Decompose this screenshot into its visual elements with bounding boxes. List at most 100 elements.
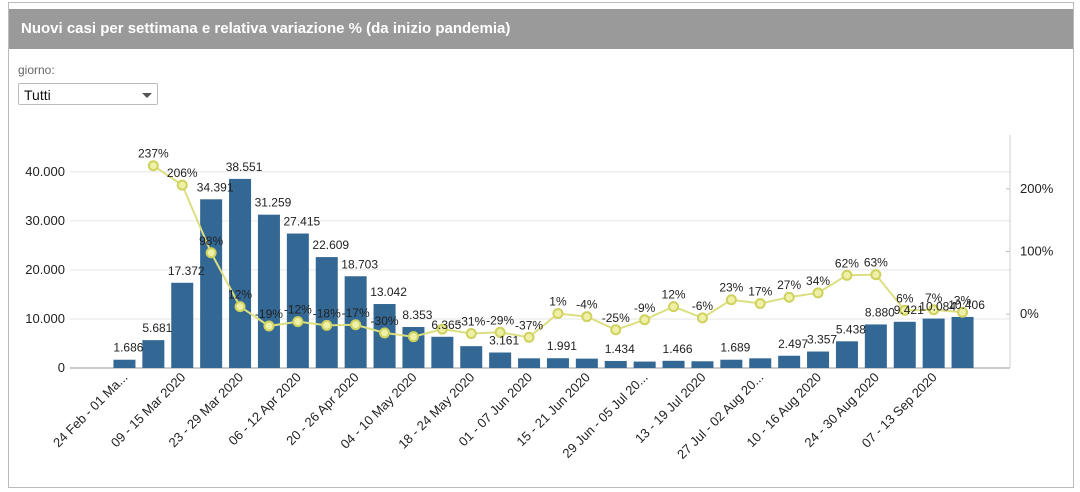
data-label: 98%	[199, 234, 223, 248]
bar	[691, 361, 714, 368]
bar	[518, 358, 541, 368]
data-label: -31%	[457, 315, 485, 329]
bar	[460, 346, 483, 368]
line-point	[899, 304, 911, 316]
data-label: 27.415	[283, 215, 320, 229]
data-label: 8.353	[402, 308, 432, 322]
bar	[575, 358, 598, 368]
line-point	[783, 291, 795, 303]
data-label: 10.084	[919, 300, 956, 314]
data-label: -12%	[284, 303, 312, 317]
line-point	[841, 269, 853, 281]
data-label: 13.042	[370, 285, 407, 299]
data-label: 22.609	[312, 238, 349, 252]
data-label: 1.689	[720, 341, 750, 355]
data-label: 23%	[719, 281, 743, 295]
bar	[749, 358, 772, 368]
bar	[402, 327, 425, 368]
filter-label: giorno:	[18, 63, 55, 77]
line-point	[407, 331, 419, 343]
line-point	[350, 319, 362, 331]
line-point	[668, 301, 680, 313]
line-point	[725, 294, 737, 306]
line-point	[234, 301, 246, 313]
data-label: 5.438	[836, 322, 866, 336]
y-tick-label: 30.000	[25, 213, 65, 228]
line-point	[523, 331, 535, 343]
y-tick-label: 20.000	[25, 262, 65, 277]
y2-tick-label: 100%	[1020, 244, 1054, 259]
bar	[315, 257, 338, 368]
line-point	[581, 311, 593, 323]
data-label: 9.421	[894, 303, 924, 317]
line-point	[465, 328, 477, 340]
y2-tick-label: 0%	[1020, 306, 1039, 321]
data-label: 1.434	[605, 342, 635, 356]
data-label: 10.406	[948, 298, 985, 312]
line-point	[379, 327, 391, 339]
bar	[604, 360, 627, 368]
dropdown-caret	[142, 93, 152, 98]
data-label: 5.681	[142, 321, 172, 335]
bar	[633, 361, 656, 368]
y2-tick-label: 200%	[1020, 181, 1054, 196]
line-point	[696, 312, 708, 324]
bar	[951, 316, 974, 368]
bar	[720, 359, 743, 368]
bar	[807, 351, 830, 368]
data-label: 17.372	[168, 264, 205, 278]
bar	[662, 360, 685, 368]
data-label: -29%	[486, 313, 514, 327]
data-label: 34.391	[197, 180, 234, 194]
data-label: 12%	[662, 288, 686, 302]
bar	[286, 233, 309, 368]
data-label: 6.365	[431, 318, 461, 332]
data-label: -9%	[634, 301, 656, 315]
data-label: -6%	[692, 299, 714, 313]
line-point	[205, 247, 217, 259]
data-label: 63%	[864, 256, 888, 270]
line-point	[610, 324, 622, 336]
line-point	[812, 287, 824, 299]
line-point	[292, 316, 304, 328]
data-label: 206%	[167, 166, 198, 180]
line-point	[147, 160, 159, 172]
bar	[113, 359, 136, 368]
bar	[546, 358, 569, 368]
line-point	[321, 319, 333, 331]
line-point	[928, 304, 940, 316]
bar	[171, 282, 194, 368]
line-point	[754, 297, 766, 309]
data-label: -37%	[515, 318, 543, 332]
filter-dropdown[interactable]: Tutti	[18, 83, 158, 105]
data-label: 12%	[228, 288, 252, 302]
data-label: 38.551	[226, 160, 263, 174]
data-label: 1%	[549, 295, 567, 309]
data-label: 34%	[806, 274, 830, 288]
line-point	[436, 323, 448, 335]
data-label: 1.991	[547, 339, 577, 353]
bar	[200, 199, 223, 368]
y-tick-label: 0	[58, 360, 65, 375]
y-tick-label: 40.000	[25, 164, 65, 179]
bar	[893, 321, 916, 368]
data-label: 3.161	[489, 333, 519, 347]
data-label: 2.497	[778, 337, 808, 351]
data-label: -17%	[342, 306, 370, 320]
line-point	[552, 308, 564, 320]
data-label: -30%	[371, 314, 399, 328]
data-label: 1.686	[113, 341, 143, 355]
data-label: -25%	[602, 311, 630, 325]
data-label: 1.466	[663, 342, 693, 356]
data-label: 17%	[748, 284, 772, 298]
data-label: 3%	[954, 293, 972, 307]
bar	[778, 355, 801, 368]
line-point	[263, 320, 275, 332]
line-point	[639, 314, 651, 326]
line-point	[870, 269, 882, 281]
line-point	[494, 326, 506, 338]
data-label: -4%	[576, 298, 598, 312]
data-label: 3.357	[807, 333, 837, 347]
data-label: -18%	[313, 306, 341, 320]
